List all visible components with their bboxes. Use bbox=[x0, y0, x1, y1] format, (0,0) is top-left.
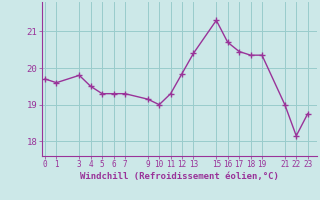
X-axis label: Windchill (Refroidissement éolien,°C): Windchill (Refroidissement éolien,°C) bbox=[80, 172, 279, 181]
